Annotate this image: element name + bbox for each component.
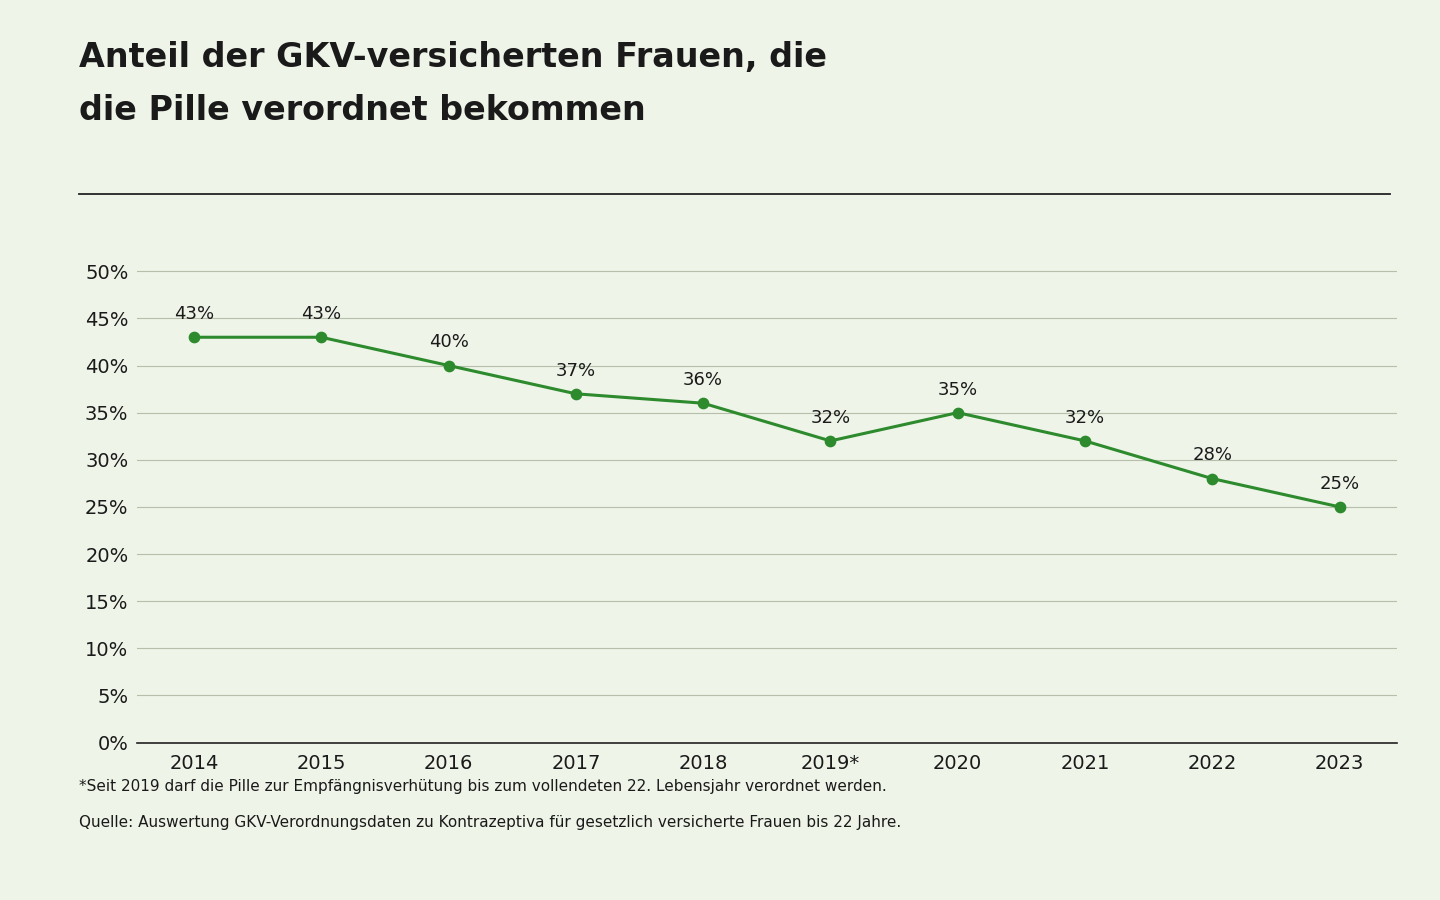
Point [819,434,842,448]
Point [946,405,969,419]
Point [1201,472,1224,486]
Text: 36%: 36% [683,371,723,389]
Text: Quelle: Auswertung GKV-Verordnungsdaten zu Kontrazeptiva für gesetzlich versiche: Quelle: Auswertung GKV-Verordnungsdaten … [79,814,901,830]
Text: 32%: 32% [811,409,851,427]
Point [438,358,461,373]
Text: 43%: 43% [174,305,215,323]
Text: 43%: 43% [301,305,341,323]
Point [691,396,714,410]
Text: 25%: 25% [1319,475,1359,493]
Text: die Pille verordnet bekommen: die Pille verordnet bekommen [79,94,647,128]
Text: Anteil der GKV-versicherten Frauen, die: Anteil der GKV-versicherten Frauen, die [79,40,827,74]
Text: 32%: 32% [1066,409,1104,427]
Point [564,387,588,401]
Point [183,330,206,345]
Text: 40%: 40% [429,333,468,351]
Text: *Seit 2019 darf die Pille zur Empfängnisverhütung bis zum vollendeten 22. Lebens: *Seit 2019 darf die Pille zur Empfängnis… [79,778,887,794]
Point [310,330,333,345]
Text: 35%: 35% [937,381,978,399]
Point [1328,500,1351,514]
Point [1073,434,1096,448]
Text: 28%: 28% [1192,446,1233,464]
Text: 37%: 37% [556,362,596,380]
